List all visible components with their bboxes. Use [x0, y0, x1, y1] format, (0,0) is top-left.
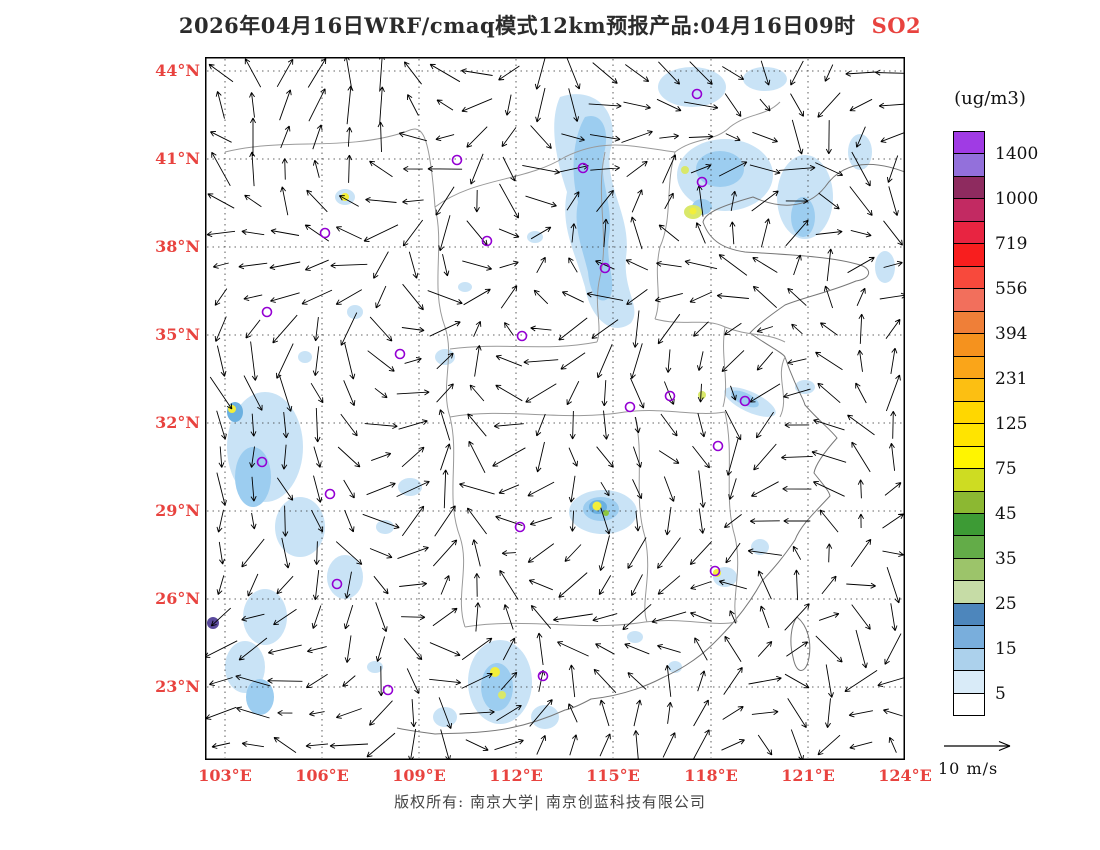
pollutant-label: SO2: [871, 13, 922, 38]
lat-label: 32°N: [155, 413, 200, 432]
lon-label: 109°E: [392, 766, 446, 785]
city-marker: [696, 176, 708, 188]
wind-scale-arrow-icon: [944, 740, 1011, 752]
city-marker: [712, 440, 724, 452]
colorbar-segment: [954, 356, 984, 380]
lat-label: 38°N: [155, 237, 200, 256]
colorbar-tick: 1400: [995, 143, 1039, 164]
lon-label: 115°E: [586, 766, 640, 785]
city-marker: [394, 348, 406, 360]
map-border-frame: [205, 57, 905, 760]
city-marker: [624, 401, 636, 413]
page-title: 2026年04月16日WRF/cmaq模式12km预报产品:04月16日09时 S…: [0, 10, 1100, 40]
colorbar-tick: 5: [995, 683, 1006, 704]
wind-vectors: [205, 57, 905, 760]
colorbar-tick: 719: [995, 233, 1028, 254]
lon-label: 103°E: [198, 766, 252, 785]
lat-label: 41°N: [155, 149, 200, 168]
city-marker: [664, 390, 676, 402]
city-marker: [691, 88, 703, 100]
lon-label: 121°E: [781, 766, 835, 785]
colorbar-tick: 45: [995, 503, 1017, 524]
colorbar-segment: [954, 132, 984, 155]
colorbar-tick: 25: [995, 593, 1017, 614]
wind-scale-label: 10 m/s: [938, 759, 999, 778]
colorbar-tick: 15: [995, 638, 1017, 659]
colorbar-segment: [954, 154, 984, 177]
colorbar-tick: 75: [995, 458, 1017, 479]
colorbar-segment: [954, 244, 984, 267]
lon-label: 118°E: [684, 766, 738, 785]
colorbar-segment: [954, 199, 984, 222]
colorbar-segment: [954, 648, 984, 672]
lon-label: 106°E: [295, 766, 349, 785]
colorbar-segment: [954, 693, 984, 716]
colorbar-segment: [954, 289, 984, 312]
colorbar-tick: 125: [995, 413, 1028, 434]
city-marker: [331, 578, 343, 590]
colorbar-tick: 35: [995, 548, 1017, 569]
city-marker: [739, 395, 751, 407]
colorbar-segment: [954, 334, 984, 357]
city-marker: [514, 521, 526, 533]
colorbar-tick: 1000: [995, 188, 1039, 209]
colorbar-segment: [954, 581, 984, 604]
city-marker: [709, 565, 721, 577]
city-marker: [256, 456, 268, 468]
city-marker: [261, 306, 273, 318]
city-marker: [577, 162, 589, 174]
copyright-footer: 版权所有: 南京大学| 南京创蓝科技有限公司: [394, 793, 706, 811]
grid-lines: [207, 59, 903, 758]
city-markers: [256, 88, 751, 696]
city-marker: [599, 262, 611, 274]
colorbar-tick: 394: [995, 323, 1028, 344]
colorbar-tick: 231: [995, 368, 1028, 389]
colorbar-segment: [954, 424, 984, 447]
colorbar-segment: [954, 176, 984, 200]
city-marker: [537, 670, 549, 682]
colorbar-segment: [954, 311, 984, 335]
colorbar-segment: [954, 626, 984, 649]
colorbar-segment: [954, 446, 984, 470]
lat-label: 23°N: [155, 677, 200, 696]
colorbar-segment: [954, 266, 984, 290]
colorbar-segment: [954, 603, 984, 627]
colorbar-segment: [954, 671, 984, 694]
city-marker: [516, 330, 528, 342]
city-marker: [319, 227, 331, 239]
city-marker: [324, 488, 336, 500]
colorbar-unit-label: (ug/m3): [954, 88, 1026, 109]
lat-label: 26°N: [155, 589, 200, 608]
wind-scale-legend: 10 m/s: [938, 738, 1034, 778]
city-marker: [451, 154, 463, 166]
colorbar-segment: [954, 491, 984, 514]
colorbar-segment: [954, 469, 984, 492]
colorbar-segment: [954, 401, 984, 425]
colorbar-tick: 556: [995, 278, 1028, 299]
city-marker: [382, 684, 394, 696]
forecast-map: [205, 57, 905, 760]
colorbar: [953, 131, 985, 716]
colorbar-segment: [954, 221, 984, 245]
colorbar-segment: [954, 513, 984, 537]
lat-label: 29°N: [155, 501, 200, 520]
colorbar-segment: [954, 379, 984, 402]
colorbar-segment: [954, 536, 984, 559]
lat-label: 35°N: [155, 325, 200, 344]
city-marker: [481, 235, 493, 247]
lon-label: 112°E: [489, 766, 543, 785]
lat-label: 44°N: [155, 61, 200, 80]
map-area: [205, 57, 905, 760]
lon-label: 124°E: [878, 766, 932, 785]
title-text: 2026年04月16日WRF/cmaq模式12km预报产品:04月16日09时: [178, 13, 856, 38]
colorbar-segment: [954, 558, 984, 582]
